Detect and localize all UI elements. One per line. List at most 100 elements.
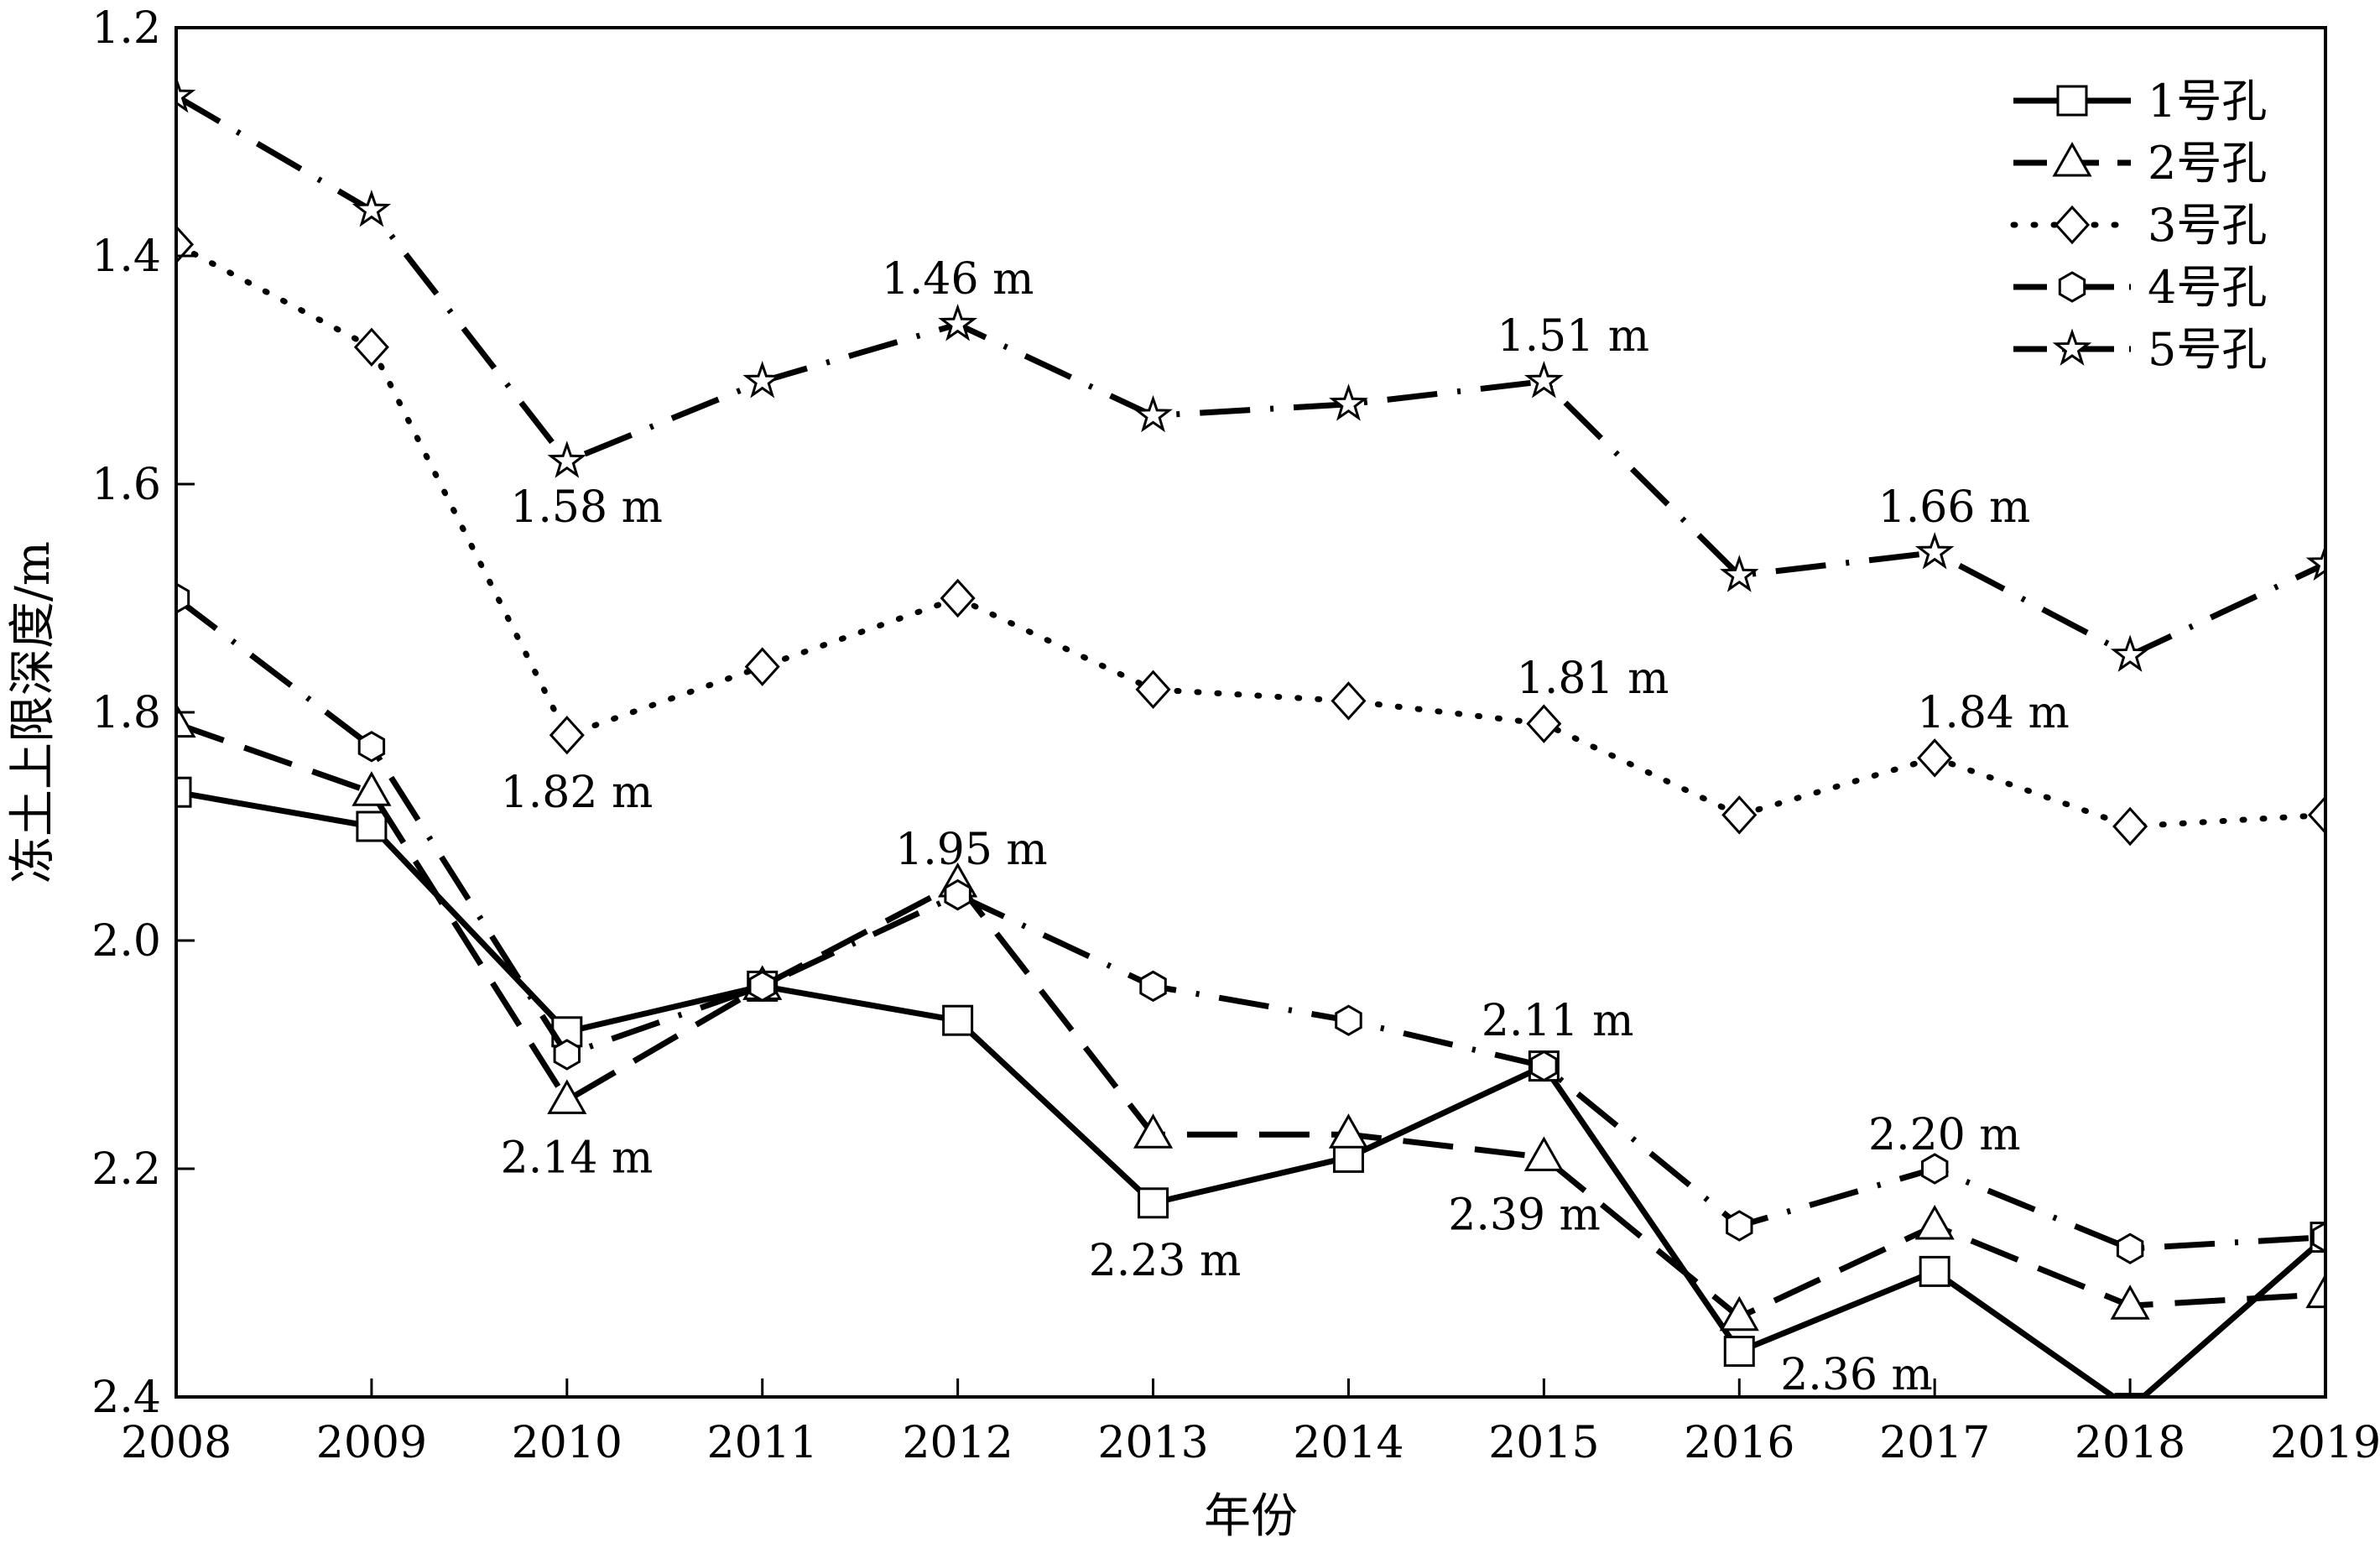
legend-marker [2058, 271, 2086, 303]
data-point [176, 582, 190, 614]
y-tick-label: 2.2 [91, 1144, 161, 1195]
data-point [1133, 394, 1173, 433]
data-point [1139, 970, 1167, 1003]
y-tick-label: 1.4 [91, 232, 161, 282]
annotation-layer: 1.46 m 1.51 m 1.58 m 1.66 m 1.81 m 1.84 m 1.82… [501, 254, 2070, 1400]
series-layer [176, 76, 2325, 1397]
legend-marker [2054, 205, 2091, 245]
value-annotation: 2.23 m [1089, 1236, 1242, 1286]
data-point [1523, 1136, 1564, 1171]
data-point [1331, 681, 1367, 721]
data-point [2112, 806, 2148, 847]
series-line [176, 93, 2325, 659]
x-tick-label: 2011 [707, 1418, 818, 1468]
x-tick-label: 2009 [316, 1418, 427, 1468]
legend: 1号孔 2号孔 3号孔 4号孔 5号孔 [2010, 75, 2267, 376]
data-point [357, 731, 386, 763]
data-point [1723, 1336, 1755, 1368]
value-annotation: 1.81 m [1517, 654, 1669, 704]
x-tick-label: 2014 [1293, 1418, 1404, 1468]
value-annotation: 1.82 m [501, 768, 654, 818]
data-point [176, 225, 195, 264]
x-tick-label: 2019 [2270, 1418, 2380, 1468]
legend-marker [2052, 141, 2092, 177]
data-point [1919, 1255, 1950, 1287]
x-tick-label: 2016 [1684, 1418, 1794, 1468]
data-point [1133, 1113, 1174, 1149]
value-annotation: 1.51 m [1497, 311, 1649, 362]
data-point [1335, 1004, 1362, 1036]
value-annotation: 1.84 m [1917, 688, 2070, 738]
legend-label: 1号孔 [2148, 75, 2267, 128]
value-annotation: 1.66 m [1878, 482, 2031, 533]
data-point [1921, 1153, 1949, 1185]
value-annotation: 2.11 m [1482, 996, 1634, 1046]
data-point [547, 440, 587, 478]
value-annotation: 1.58 m [510, 482, 663, 533]
data-point [2305, 1273, 2325, 1309]
data-point [1721, 795, 1758, 835]
y-tick-label: 2.4 [91, 1373, 161, 1423]
legend-marker [2056, 85, 2088, 117]
data-point [1530, 1050, 1558, 1082]
x-tick-label: 2015 [1488, 1418, 1599, 1468]
legend-label: 5号孔 [2148, 323, 2267, 376]
data-point [942, 1004, 974, 1036]
data-point [547, 1079, 587, 1114]
data-point [944, 878, 971, 911]
data-point [352, 771, 392, 806]
value-annotation: 2.20 m [1868, 1110, 2021, 1160]
value-annotation: 1.46 m [882, 254, 1034, 305]
legend-item: 3号孔 [2010, 199, 2267, 252]
series-line [176, 721, 2325, 1321]
legend-label: 3号孔 [2148, 199, 2267, 252]
data-point [1914, 532, 1955, 570]
y-tick-label: 1.2 [91, 3, 161, 54]
data-point [1719, 555, 1759, 592]
series-line [176, 241, 2325, 830]
data-point [1138, 1187, 1169, 1219]
y-tick-label: 2.0 [91, 916, 161, 967]
y-axis-title: 冻土上限深度/m [6, 541, 60, 883]
series-markers [176, 76, 2325, 672]
series-2 [176, 702, 2325, 1332]
data-point [176, 776, 192, 808]
data-point [1523, 361, 1564, 399]
axis-layer: 2008 2009 2010 2011 2012 2013 2014 2015 2016 2017… [91, 3, 2380, 1468]
series-markers [176, 582, 2325, 1264]
series-markers [176, 225, 2325, 847]
legend-label: 4号孔 [2148, 261, 2267, 314]
data-point [940, 578, 976, 618]
x-tick-label: 2010 [512, 1418, 622, 1468]
data-point [549, 715, 585, 755]
series-line [176, 789, 2325, 1397]
series-line [176, 596, 2325, 1252]
data-point [2116, 1232, 2144, 1264]
y-tick-label: 1.6 [91, 460, 161, 510]
value-annotation: 2.39 m [1448, 1190, 1601, 1240]
x-axis-title: 年份 [1204, 1489, 1298, 1544]
legend-item: 2号孔 [2013, 137, 2267, 190]
legend-item: 4号孔 [2013, 261, 2267, 314]
legend-item: 5号孔 [2013, 323, 2267, 376]
data-point [2307, 795, 2325, 835]
data-point [748, 970, 776, 1003]
data-point [1526, 704, 1562, 743]
x-tick-label: 2018 [2075, 1418, 2185, 1468]
data-point [2110, 634, 2150, 672]
data-point [1726, 1210, 1753, 1242]
data-point [2110, 1285, 2150, 1320]
y-tick-label: 1.8 [91, 688, 161, 738]
data-point [1719, 1295, 1759, 1332]
data-point [1914, 1204, 1955, 1240]
value-annotation: 2.36 m [1780, 1350, 1933, 1400]
data-point [356, 810, 388, 842]
legend-label: 2号孔 [2148, 137, 2267, 190]
data-point [553, 1039, 581, 1071]
data-point [1328, 1113, 1369, 1149]
data-point [352, 190, 392, 227]
series-5 [176, 76, 2325, 672]
data-point [1917, 738, 1953, 778]
